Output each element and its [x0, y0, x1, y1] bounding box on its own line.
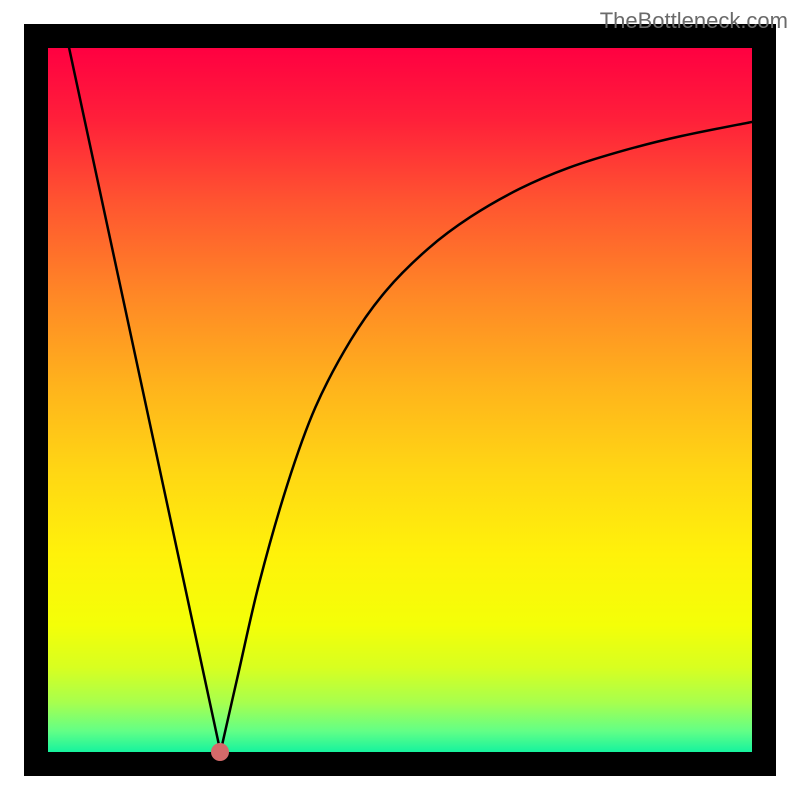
vertex-marker — [211, 743, 229, 761]
plot-background — [48, 48, 752, 752]
plot-area — [48, 48, 752, 752]
chart-root: TheBottleneck.com — [0, 0, 800, 800]
chart-frame — [24, 24, 776, 776]
watermark-text: TheBottleneck.com — [600, 8, 788, 34]
